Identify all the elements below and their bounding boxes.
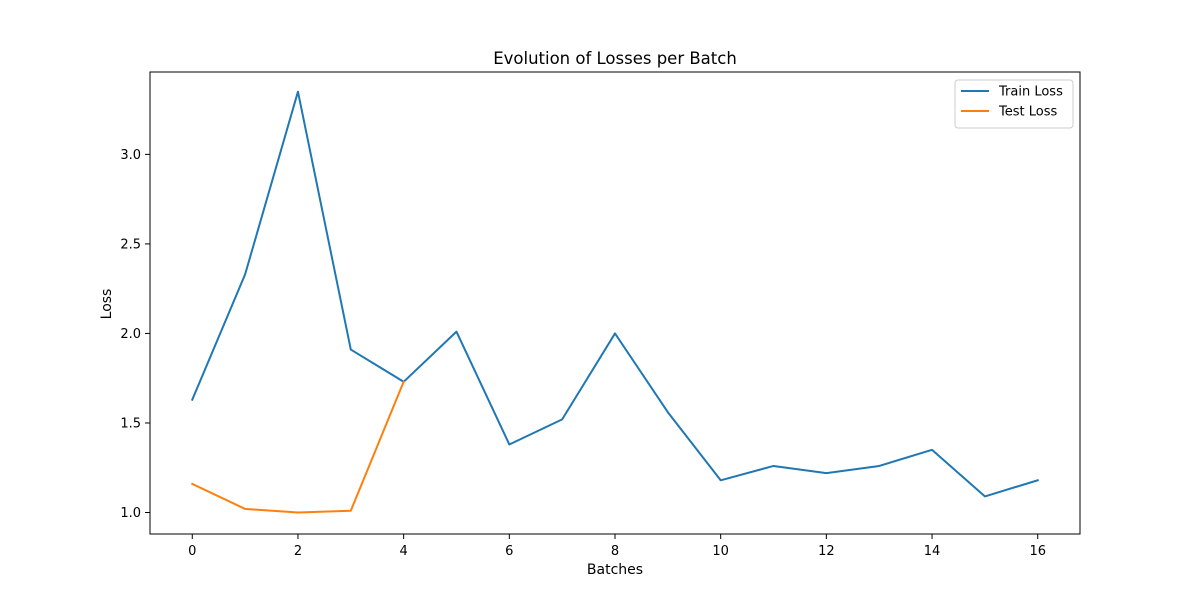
- x-axis-label: Batches: [587, 562, 643, 578]
- y-axis-ticks: 1.0 1.5 2.0 2.5 3.0: [120, 148, 150, 521]
- legend-label-train-loss: Train Loss: [998, 85, 1063, 100]
- x-tick-label: 12: [818, 544, 835, 559]
- x-tick-label: 2: [294, 544, 302, 559]
- x-tick-label: 8: [611, 544, 619, 559]
- y-axis-label: Loss: [99, 289, 115, 320]
- y-tick-label: 1.5: [120, 416, 141, 431]
- legend: Train Loss Test Loss: [954, 79, 1074, 129]
- x-tick-label: 10: [712, 544, 729, 559]
- x-tick-label: 0: [188, 544, 196, 559]
- series-line-train-loss: [190, 90, 1039, 498]
- x-tick-label: 16: [1029, 544, 1046, 559]
- legend-label-test-loss: Test Loss: [998, 105, 1057, 120]
- y-tick-label: 2.5: [120, 237, 141, 252]
- x-tick-label: 6: [505, 544, 513, 559]
- x-tick-label: 4: [399, 544, 407, 559]
- plot-frame: [149, 71, 1081, 535]
- y-tick-label: 3.0: [120, 148, 141, 163]
- x-tick-label: 14: [924, 544, 941, 559]
- chart-title: Evolution of Losses per Batch: [493, 49, 737, 68]
- y-tick-label: 2.0: [120, 327, 141, 342]
- y-tick-label: 1.0: [120, 506, 141, 521]
- plot-content: [190, 90, 1039, 514]
- x-axis-ticks: 0 2 4 6 8 10 12 14 16: [188, 534, 1046, 559]
- series-line-test-loss: [190, 380, 405, 514]
